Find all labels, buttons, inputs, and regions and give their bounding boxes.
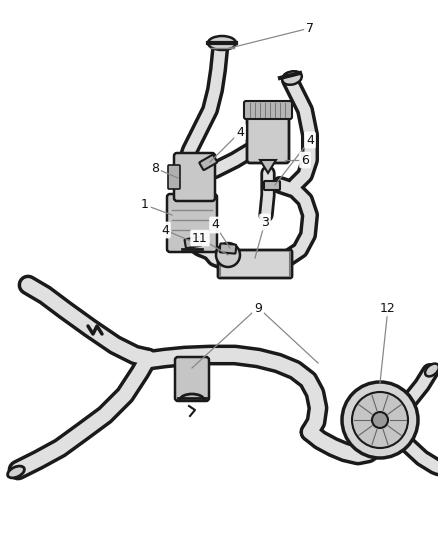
Ellipse shape bbox=[282, 71, 302, 85]
FancyBboxPatch shape bbox=[244, 101, 292, 119]
Text: 4: 4 bbox=[236, 125, 244, 139]
Text: 4: 4 bbox=[161, 223, 169, 237]
Ellipse shape bbox=[7, 466, 25, 478]
Ellipse shape bbox=[425, 364, 438, 376]
Text: 4: 4 bbox=[306, 133, 314, 147]
Text: 7: 7 bbox=[306, 21, 314, 35]
Circle shape bbox=[342, 382, 418, 458]
FancyBboxPatch shape bbox=[247, 112, 289, 163]
Text: 8: 8 bbox=[151, 161, 159, 174]
FancyBboxPatch shape bbox=[264, 181, 280, 190]
Text: 1: 1 bbox=[141, 198, 149, 212]
Polygon shape bbox=[260, 160, 276, 173]
Text: 12: 12 bbox=[380, 302, 396, 314]
FancyBboxPatch shape bbox=[220, 244, 236, 254]
Text: 11: 11 bbox=[192, 231, 208, 245]
FancyBboxPatch shape bbox=[175, 357, 209, 401]
Text: 3: 3 bbox=[261, 215, 269, 229]
Text: 4: 4 bbox=[211, 219, 219, 231]
FancyBboxPatch shape bbox=[167, 194, 217, 252]
FancyBboxPatch shape bbox=[168, 165, 180, 189]
Circle shape bbox=[216, 243, 240, 267]
Text: 9: 9 bbox=[254, 302, 262, 314]
FancyBboxPatch shape bbox=[184, 237, 201, 248]
Text: 6: 6 bbox=[301, 154, 309, 166]
FancyBboxPatch shape bbox=[218, 250, 292, 278]
Ellipse shape bbox=[208, 36, 236, 50]
FancyBboxPatch shape bbox=[174, 153, 215, 201]
Circle shape bbox=[352, 392, 408, 448]
FancyBboxPatch shape bbox=[199, 155, 217, 170]
Circle shape bbox=[372, 412, 388, 428]
